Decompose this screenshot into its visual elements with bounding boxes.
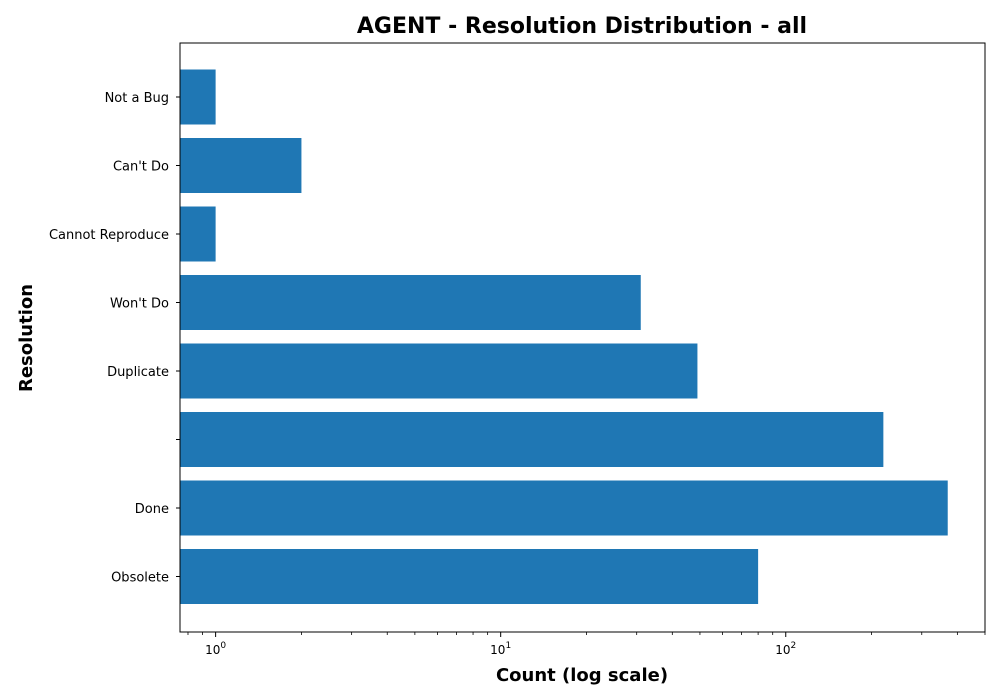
bar-unlabeled xyxy=(180,412,884,467)
x-tick-label: 100 xyxy=(205,641,226,657)
y-tick-label: Obsolete xyxy=(111,571,169,586)
bar-duplicate xyxy=(180,343,698,399)
y-tick-label: Done xyxy=(135,502,169,517)
y-tick-label: Duplicate xyxy=(107,365,169,380)
plot-frame xyxy=(179,42,986,633)
y-axis-label: Resolution xyxy=(16,284,37,392)
y-tick-label: Won't Do xyxy=(110,297,169,312)
bar-obsolete xyxy=(180,549,759,604)
bar-can-t-do xyxy=(180,138,302,193)
y-axis-ticks: Obsolete Done Duplicate Won't Do Cannot Repr… xyxy=(49,91,180,586)
x-axis-label: Count (log scale) xyxy=(496,665,668,686)
bar-not-a-bug xyxy=(180,69,216,125)
y-tick-label: Not a Bug xyxy=(105,91,169,106)
x-axis-ticks: 100 101 102 xyxy=(187,632,986,657)
y-tick-label: Can't Do xyxy=(113,160,169,175)
bar-cannot-reproduce xyxy=(180,206,216,262)
chart-title: AGENT - Resolution Distribution - all xyxy=(357,14,807,39)
x-tick-label: 102 xyxy=(775,641,796,657)
bars-group xyxy=(180,69,948,604)
bar-won-t-do xyxy=(180,275,641,330)
x-tick-label: 101 xyxy=(490,641,511,657)
bar-done xyxy=(180,480,948,536)
y-tick-label: Cannot Reproduce xyxy=(49,228,169,243)
